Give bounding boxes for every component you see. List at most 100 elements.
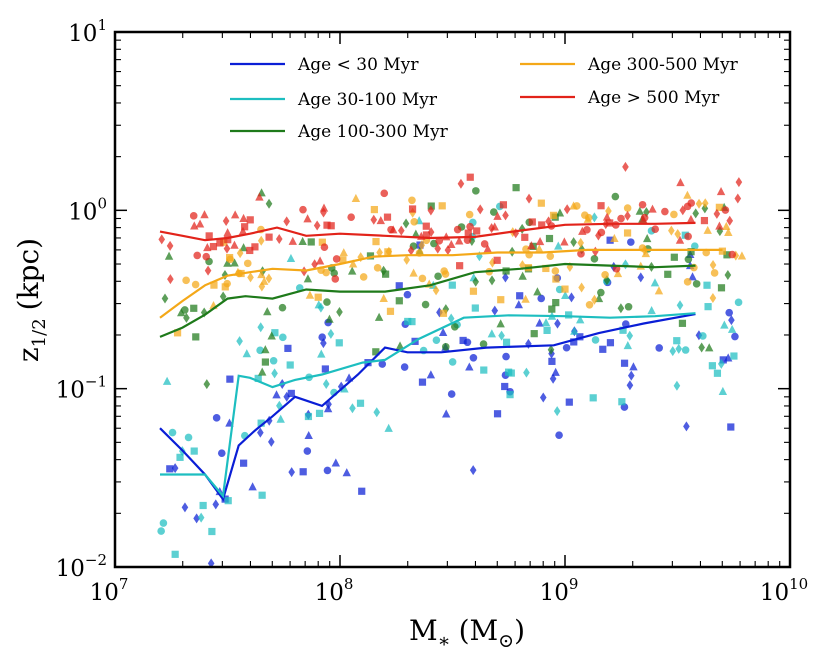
- scatter-point: [315, 256, 325, 265]
- scatter-point: [539, 392, 547, 403]
- scatter-point: [602, 212, 612, 221]
- scatter-point: [708, 362, 716, 370]
- scatter-point: [303, 214, 312, 223]
- scatter-point: [317, 349, 326, 358]
- legend: Age < 30 Myr Age 30-100 Myr Age 100-300 My…: [230, 55, 739, 142]
- scatter-point: [523, 367, 530, 378]
- scatter-point: [382, 270, 390, 278]
- scatter-point: [403, 254, 411, 265]
- scatter-point: [551, 267, 560, 275]
- scatter-point: [453, 225, 462, 234]
- scatter-point: [157, 527, 165, 535]
- scatter-point: [716, 186, 726, 196]
- scatter-point: [261, 358, 270, 366]
- scatter-point: [521, 294, 530, 303]
- scatter-point: [555, 431, 563, 439]
- scatter-point: [715, 221, 724, 230]
- scatter-point: [683, 202, 692, 211]
- scatter-point: [421, 300, 430, 309]
- scatter-point: [304, 430, 313, 440]
- scatter-point: [195, 219, 205, 228]
- scatter-point: [209, 242, 218, 251]
- scatter-point: [551, 367, 560, 376]
- scatter-point: [528, 218, 536, 226]
- scatter-point: [595, 230, 602, 241]
- scatter-point: [629, 362, 638, 371]
- scatter-point: [537, 199, 545, 207]
- scatter-point: [464, 229, 472, 237]
- scatter-point: [442, 409, 451, 418]
- scatter-point: [241, 223, 249, 231]
- scatter-point: [583, 214, 593, 223]
- scatter-point: [447, 239, 456, 249]
- scatter-point: [448, 358, 457, 366]
- scatter-point: [347, 213, 355, 221]
- scatter-point: [611, 192, 620, 201]
- scatter-point: [217, 449, 226, 457]
- scatter-point: [463, 236, 472, 244]
- median-line: [159, 313, 696, 502]
- scatter-point: [379, 293, 388, 302]
- scatter-point: [639, 215, 648, 224]
- scatter-point: [183, 312, 190, 323]
- scatter-point: [372, 237, 380, 246]
- scatter-point: [257, 419, 265, 427]
- scatter-point: [613, 268, 623, 278]
- scatter-point: [497, 296, 505, 304]
- scatter-point: [441, 343, 450, 351]
- scatter-point: [465, 362, 474, 371]
- scatter-point: [728, 250, 737, 259]
- scatter-point: [673, 337, 681, 345]
- scatter-point: [205, 232, 213, 240]
- scatter-point: [683, 421, 690, 432]
- scatter-point: [351, 193, 361, 202]
- scatter-point: [718, 386, 728, 395]
- scatter-point: [404, 317, 412, 326]
- scatter-point: [699, 332, 707, 340]
- scatter-point: [724, 227, 733, 237]
- scatter-point: [704, 303, 712, 311]
- scatter-point: [675, 343, 683, 354]
- scatter-point: [535, 318, 544, 327]
- scatter-point: [434, 243, 442, 254]
- scatter-point: [418, 378, 427, 386]
- scatter-point: [319, 203, 329, 212]
- scatter-point: [359, 273, 368, 281]
- scatter-point: [322, 268, 330, 277]
- scatter-point: [472, 187, 480, 195]
- scatter-point: [434, 272, 442, 281]
- scatter-point: [514, 300, 523, 309]
- scatter-point: [703, 225, 712, 234]
- scatter-point: [210, 281, 218, 289]
- scatter-point: [590, 255, 599, 263]
- scatter-point: [199, 501, 207, 510]
- scatter-point: [323, 221, 331, 229]
- scatter-point: [257, 322, 265, 333]
- scatter-point: [307, 238, 315, 246]
- scatter-point: [591, 294, 598, 305]
- scatter-point: [490, 222, 499, 231]
- scatter-point: [193, 251, 202, 260]
- scatter-point: [505, 368, 513, 376]
- scatter-point: [200, 307, 208, 318]
- scatter-point: [690, 242, 699, 250]
- scatter-point: [717, 284, 726, 292]
- scatter-point: [288, 236, 297, 245]
- scatter-point: [176, 453, 184, 461]
- scatter-point: [243, 259, 252, 268]
- scatter-point: [469, 287, 478, 295]
- scatter-point: [618, 398, 626, 406]
- scatter-point: [432, 336, 441, 344]
- scatter-point: [286, 253, 296, 263]
- scatter-point: [208, 527, 216, 536]
- x-tick-label: 1010: [760, 575, 808, 606]
- scatter-point: [565, 398, 573, 406]
- scatter-point: [499, 201, 508, 209]
- scatter-point: [400, 363, 409, 371]
- scatter-point: [318, 333, 327, 342]
- scatter-point: [650, 278, 660, 287]
- scatter-point: [643, 207, 650, 218]
- scatter-point: [501, 382, 509, 391]
- scatter-point: [158, 234, 166, 245]
